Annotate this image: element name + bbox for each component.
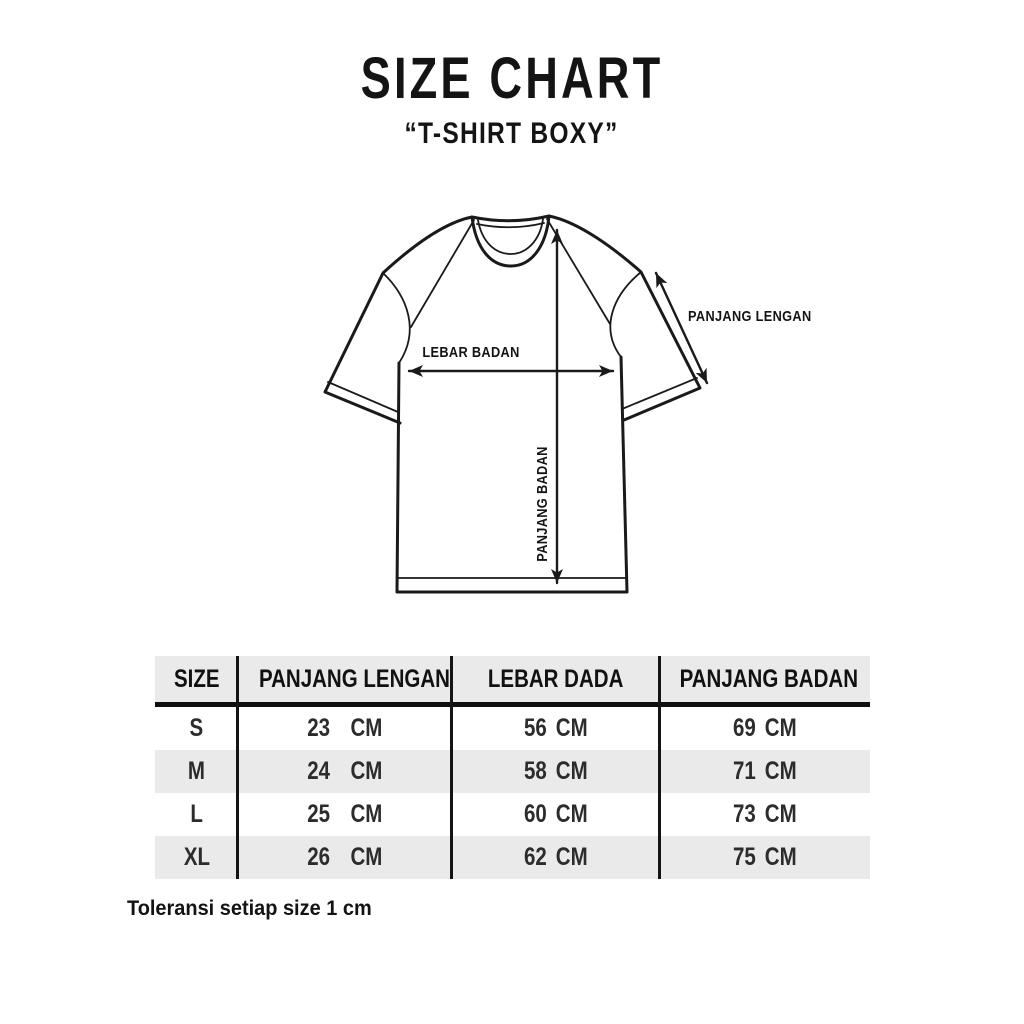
cell-chest-width: 60 CM: [524, 800, 588, 828]
col-header-size: SIZE: [173, 664, 220, 693]
cell-sleeve-length: 25 CM: [307, 800, 383, 828]
header-divider-rule: [155, 702, 870, 707]
cell-size: L: [190, 800, 203, 828]
table-row-s: S 23 CM 56 CM 69 CM: [155, 707, 870, 750]
left-shoulder-seam: [410, 219, 475, 328]
table-row-l: L 25 CM 60 CM 73 CM: [155, 793, 870, 836]
collar-outer: [470, 214, 551, 268]
cell-size: S: [189, 714, 204, 742]
subheader: “T-SHIRT BOXY”: [0, 119, 1024, 149]
cell-body-length: 75 CM: [733, 843, 797, 871]
column-divider: [658, 656, 661, 879]
body-length-label: PANJANG BADAN: [534, 446, 551, 562]
table-header-row: SIZE PANJANG LENGAN LEBAR DADA PANJANG B…: [155, 656, 870, 702]
page-subtitle: “T-SHIRT BOXY”: [404, 117, 620, 150]
tshirt-outline-drawing: [323, 214, 709, 594]
cell-chest-width: 56 CM: [524, 714, 588, 742]
cell-body-length: 71 CM: [733, 757, 797, 785]
right-cuff-line: [621, 377, 698, 410]
tshirt-diagram: LEBAR BADAN PANJANG BADAN PANJANG LENGAN: [270, 195, 811, 615]
cell-size: M: [187, 757, 206, 785]
cell-chest-width: 58 CM: [524, 757, 588, 785]
chest-width-label: LEBAR BADAN: [422, 344, 520, 361]
table-row-m: M 24 CM 58 CM 71 CM: [155, 750, 870, 793]
sleeve-length-label: PANJANG LENGAN: [688, 308, 812, 325]
collar-top-edge: [470, 214, 551, 223]
size-table: SIZE PANJANG LENGAN LEBAR DADA PANJANG B…: [155, 656, 870, 879]
header: SIZE CHART: [0, 50, 1024, 108]
column-divider: [236, 656, 239, 879]
table-row-xl: XL 26 CM 62 CM 75 CM: [155, 836, 870, 879]
right-armhole-seam: [609, 271, 642, 358]
column-divider: [450, 656, 453, 879]
cell-sleeve-length: 24 CM: [307, 757, 383, 785]
cell-body-length: 69 CM: [733, 714, 797, 742]
cell-chest-width: 62 CM: [524, 843, 588, 871]
cell-sleeve-length: 23 CM: [307, 714, 383, 742]
back-neck-line: [476, 222, 545, 229]
cell-sleeve-length: 26 CM: [307, 843, 383, 871]
page-title: SIZE CHART: [360, 46, 664, 111]
cell-body-length: 73 CM: [733, 800, 797, 828]
col-header-chest-width: LEBAR DADA: [488, 664, 624, 693]
cell-size: XL: [183, 843, 210, 871]
col-header-body-length: PANJANG BADAN: [679, 664, 859, 693]
col-header-sleeve-length: PANJANG LENGAN: [258, 664, 450, 693]
body-outline: [395, 355, 629, 594]
collar-inner: [477, 218, 544, 255]
sleeve-length-arrow: [654, 271, 709, 385]
tolerance-note: Toleransi setiap size 1 cm: [127, 897, 372, 920]
measure-arrows: [407, 228, 709, 585]
left-armhole-seam: [382, 272, 411, 364]
left-cuff-line: [327, 381, 399, 413]
